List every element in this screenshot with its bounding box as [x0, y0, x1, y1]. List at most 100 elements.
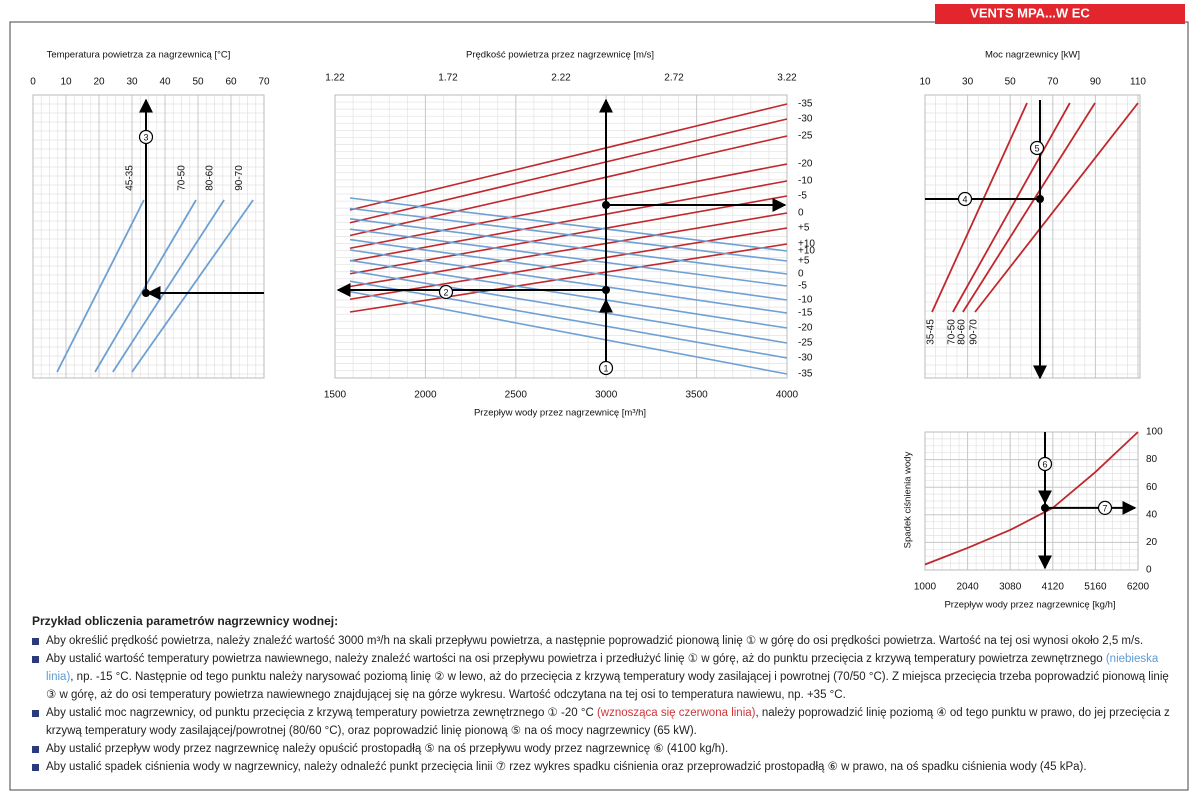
instruction-text: , należy poprowadzić linię poziomą ④ od …	[46, 707, 1170, 737]
step-number: 6	[1042, 459, 1047, 469]
curve-label: 70-50	[947, 319, 958, 345]
x-tick-label: 0	[30, 77, 36, 88]
step-marker	[957, 191, 973, 207]
falling-curve	[349, 207, 788, 262]
x-tick-label: 50	[1005, 77, 1017, 88]
curve-label: 0	[798, 269, 804, 280]
instruction-text: (wznosząca się czerwona linia)	[596, 707, 756, 719]
falling-curve	[349, 218, 788, 275]
step-number: 5	[1034, 143, 1039, 153]
step-number: 7	[1102, 503, 1107, 513]
x-tick-label: 30	[126, 77, 138, 88]
chart-title: Moc nagrzewnicy [kW]	[985, 50, 1080, 61]
x-tick-label: 110	[1130, 77, 1146, 88]
rising-curve	[349, 118, 788, 224]
x-tick-label: 70	[1047, 77, 1059, 88]
curve-label: +10	[798, 246, 815, 257]
x-axis-title: Przepływ wody przez nagrzewnicę [kg/h]	[944, 600, 1115, 611]
curve-label: -20	[798, 159, 813, 170]
rising-curve	[349, 163, 788, 250]
curve-label: 90-70	[969, 319, 980, 345]
chart-title: Prędkość powietrza przez nagrzewnicę [m/…	[466, 50, 654, 61]
x-tick-label: 4000	[776, 390, 799, 401]
instruction-text: Aby ustalić spadek ciśnienia wody w nagr…	[46, 761, 1087, 773]
point	[602, 286, 610, 294]
plot-frame	[924, 94, 1141, 379]
instruction-item: Aby ustalić przepływ wody przez nagrzewn…	[32, 740, 1172, 758]
instruction-item: Aby ustalić moc nagrzewnicy, od punktu p…	[32, 704, 1172, 740]
step-number: 3	[143, 132, 148, 142]
curve-label: -25	[798, 131, 813, 142]
y-tick-label: 20	[1146, 537, 1158, 548]
falling-curve	[349, 290, 788, 375]
x2-tick-label: 3.22	[777, 73, 797, 84]
x-tick-label: 10	[60, 77, 72, 88]
badge-box	[935, 4, 1185, 24]
rising-curve	[349, 227, 788, 301]
step-marker	[1029, 140, 1045, 156]
y-tick-label: 0	[1146, 565, 1152, 576]
point	[1041, 503, 1049, 512]
y-tick-label: 100	[1146, 427, 1163, 438]
y-axis-title: Spadek ciśnienia wody	[903, 451, 914, 548]
instruction-item: Aby ustalić spadek ciśnienia wody w nagr…	[32, 758, 1172, 776]
curve-label: -35	[798, 369, 813, 380]
y-tick-label: 60	[1146, 482, 1158, 493]
x-tick-label: 2000	[414, 390, 437, 401]
falling-curve	[349, 228, 788, 287]
curve	[112, 199, 225, 373]
x2-tick-label: 2.72	[664, 73, 684, 84]
instruction-text: Aby określić prędkość powietrza, należy …	[46, 635, 1144, 647]
curve	[131, 199, 254, 373]
curve	[962, 102, 1096, 313]
step-number: 2	[443, 287, 448, 297]
step-marker	[1097, 500, 1113, 515]
x-tick-label: 40	[159, 77, 171, 88]
x-tick-label: 70	[258, 77, 270, 88]
x-tick-label: 60	[225, 77, 237, 88]
curve-label: 0	[798, 208, 804, 219]
curve-label: 45-35	[125, 165, 136, 191]
instruction-text: Aby ustalić moc nagrzewnicy, od punktu p…	[46, 707, 597, 719]
falling-curve	[349, 197, 788, 252]
rising-curve	[349, 212, 788, 288]
x-tick-label: 10	[919, 77, 931, 88]
plot-frame	[924, 431, 1139, 571]
curve	[931, 102, 1028, 313]
curve-label: -10	[798, 176, 813, 187]
point	[1036, 195, 1044, 203]
curve-label: -30	[798, 353, 813, 364]
step-number: 4	[962, 194, 967, 204]
instruction-text: , np. -15 °C. Następnie od tego punktu n…	[46, 671, 1169, 701]
rising-curve	[349, 103, 788, 211]
step-number: 1	[603, 363, 608, 373]
pressure-curve	[924, 431, 1139, 566]
rising-curve	[349, 135, 788, 237]
step-marker	[1037, 456, 1053, 472]
frame	[9, 21, 1189, 791]
curve	[974, 102, 1139, 313]
curve	[952, 102, 1071, 313]
curve-label: 35-45	[926, 319, 937, 345]
x-tick-label: 5160	[1084, 582, 1107, 593]
curve-label: 70-50	[177, 165, 188, 191]
x-tick-label: 2040	[956, 582, 979, 593]
x2-tick-label: 2.22	[551, 73, 571, 84]
y-tick-label: 40	[1146, 509, 1158, 520]
x-tick-label: 3000	[595, 390, 618, 401]
falling-curve	[349, 259, 788, 329]
curve-label: +5	[798, 256, 810, 267]
curve-label: +5	[798, 223, 810, 234]
falling-curve	[349, 238, 788, 301]
curve-label: -5	[798, 191, 807, 202]
curve-label: -25	[798, 338, 813, 349]
instruction-item: Aby ustalić wartość temperatury powietrz…	[32, 650, 1172, 704]
rising-curve	[349, 180, 788, 262]
x-tick-label: 3080	[999, 582, 1022, 593]
instruction-text: Aby ustalić przepływ wody przez nagrzewn…	[46, 743, 729, 755]
curve-label: -15	[798, 308, 813, 319]
plot-frame	[32, 94, 265, 379]
falling-curve	[349, 280, 788, 359]
